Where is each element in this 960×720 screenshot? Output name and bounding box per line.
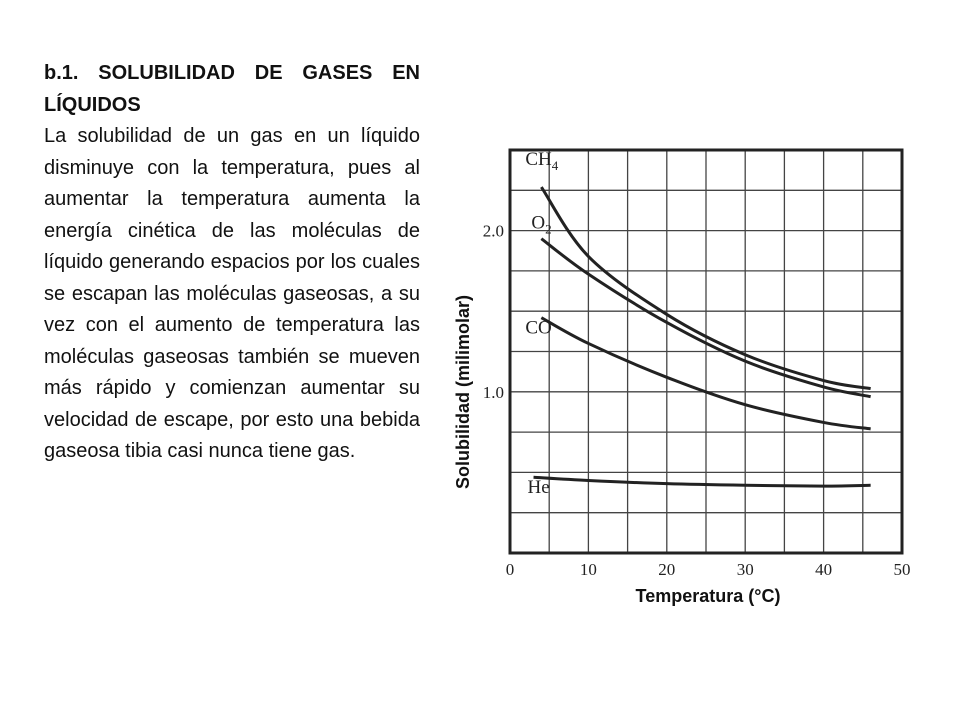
series-label-he: He bbox=[528, 477, 550, 498]
plot-frame bbox=[508, 148, 904, 555]
chart-grid bbox=[510, 150, 902, 553]
series-line-o bbox=[540, 237, 871, 399]
series-label-co: CO bbox=[525, 318, 551, 339]
section-heading: b.1. SOLUBILIDAD DE GASES EN LÍQUIDOS bbox=[44, 62, 420, 116]
x-axis-label: Temperatura (°C) bbox=[636, 586, 781, 606]
body-paragraph: La solubilidad de un gas en un líquido d… bbox=[44, 125, 420, 462]
x-tick-label: 40 bbox=[815, 560, 832, 579]
text-block: b.1. SOLUBILIDAD DE GASES EN LÍQUIDOS La… bbox=[44, 58, 420, 468]
series-label-ch: CH4 bbox=[525, 149, 558, 173]
chart-ticks: 0 10 20 30 40 50 1.0 2.0 bbox=[483, 222, 911, 579]
series-line-ch bbox=[540, 186, 871, 391]
x-tick-label: 30 bbox=[737, 560, 754, 579]
solubility-chart: CH4 O2 CO He 0 10 20 30 40 50 1.0 2.0 Solubilidad … bbox=[440, 120, 940, 620]
y-axis-label: Solubilidad (milimolar) bbox=[453, 295, 473, 489]
y-tick-label: 2.0 bbox=[483, 222, 504, 241]
x-tick-label: 20 bbox=[658, 560, 675, 579]
x-tick-label: 0 bbox=[506, 560, 515, 579]
x-tick-label: 10 bbox=[580, 560, 597, 579]
series-line-co bbox=[540, 316, 871, 431]
x-tick-label: 50 bbox=[894, 560, 911, 579]
y-tick-label: 1.0 bbox=[483, 383, 504, 402]
series-line-he bbox=[533, 475, 871, 488]
